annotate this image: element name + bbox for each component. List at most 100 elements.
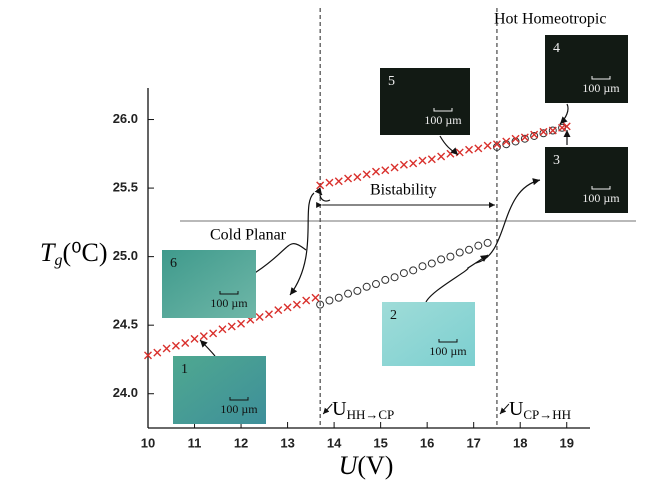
data-point	[325, 178, 334, 187]
x-tick-label: 11	[188, 435, 202, 450]
pointer-arrow	[199, 339, 216, 357]
data-point	[362, 282, 371, 291]
micrograph	[545, 147, 628, 213]
threshold-label: UCP→HH	[509, 398, 571, 422]
x-tick-label: 17	[466, 435, 480, 450]
data-point	[548, 126, 557, 135]
data-point	[371, 280, 380, 289]
x-tick-label: 19	[560, 435, 574, 450]
data-point	[362, 170, 371, 179]
data-point	[181, 339, 190, 347]
data-point	[162, 344, 171, 353]
y-label-symbol: T	[40, 238, 56, 267]
y-tick-label: 25.0	[113, 248, 138, 263]
data-point	[483, 238, 492, 247]
data-point	[274, 306, 283, 315]
data-point	[539, 129, 548, 138]
data-point	[474, 144, 483, 153]
scale-bar	[229, 397, 249, 401]
annotation: Bistability	[370, 182, 437, 199]
micrograph	[162, 250, 256, 318]
threshold-pointer	[322, 403, 333, 415]
data-point	[437, 255, 446, 264]
data-point	[390, 163, 399, 172]
scale-label: 100 µm	[210, 296, 248, 310]
series	[144, 122, 571, 360]
data-point	[153, 348, 162, 357]
data-point	[381, 166, 390, 175]
y-tick-label: 24.0	[113, 385, 138, 400]
data-point	[316, 300, 325, 309]
annotation: Cold Planar	[210, 227, 287, 244]
data-point	[371, 167, 380, 176]
threshold-symbol: U	[332, 398, 347, 420]
micrograph-label: 1	[181, 362, 188, 377]
plot-area: 24.024.525.025.526.010 11 12 13 14 15 16 17 18 19…	[40, 8, 636, 480]
data-point	[218, 325, 227, 334]
x-tick-label: 18	[513, 435, 527, 450]
data-point	[409, 266, 418, 275]
x-label-unit: (V)	[357, 451, 393, 480]
data-point	[418, 156, 427, 165]
y-label-sub: g	[54, 252, 62, 269]
x-tick-label: 12	[234, 435, 248, 450]
data-point	[437, 152, 446, 161]
micrograph	[545, 35, 628, 103]
data-point	[562, 122, 571, 131]
data-point	[390, 273, 399, 282]
threshold-symbol: U	[509, 398, 524, 420]
data-point	[427, 155, 436, 164]
scale-bar	[591, 186, 611, 190]
pointer-arrow	[314, 187, 331, 202]
data-point	[344, 174, 353, 183]
data-point	[144, 351, 152, 360]
data-point	[399, 269, 408, 278]
x-label-symbol: U	[339, 451, 360, 480]
data-point	[190, 334, 199, 343]
threshold-sub: HH→CP	[347, 407, 395, 422]
data-point	[209, 329, 218, 338]
scale-label: 100 µm	[582, 191, 620, 205]
y-label-unit: (⁰C)	[62, 238, 107, 267]
pointer-arrow	[425, 254, 489, 303]
x-tick-label: 15	[373, 435, 387, 450]
micrograph	[173, 356, 266, 424]
x-tick-label: 16	[420, 435, 434, 450]
data-point	[316, 181, 325, 190]
data-point	[530, 131, 539, 140]
data-point	[171, 341, 180, 350]
micrograph-label: 6	[170, 256, 177, 271]
data-point	[502, 137, 511, 146]
pointer-arrow	[475, 178, 541, 264]
data-point	[334, 293, 343, 302]
data-point	[344, 289, 353, 298]
data-point	[465, 145, 474, 154]
data-point	[465, 245, 474, 254]
data-point	[548, 126, 557, 135]
threshold-label: UHH→CP	[332, 398, 394, 422]
micrograph	[382, 302, 475, 366]
scale-label: 100 µm	[220, 402, 258, 416]
x-tick-label: 10	[141, 435, 155, 450]
data-point	[255, 312, 264, 321]
data-point	[302, 296, 311, 305]
micrograph-label: 2	[390, 308, 397, 323]
data-point	[418, 262, 427, 271]
scale-bar	[591, 76, 611, 80]
series	[316, 123, 567, 309]
data-point	[520, 133, 529, 142]
data-point	[283, 303, 292, 312]
pointer-arrow	[559, 103, 569, 125]
data-point	[199, 332, 208, 341]
y-tick-label: 24.5	[113, 317, 138, 332]
data-point	[237, 319, 246, 328]
pointer-arrow	[289, 192, 315, 296]
y-tick-label: 25.5	[113, 180, 138, 195]
data-point	[446, 252, 455, 261]
data-point	[474, 241, 483, 250]
data-point	[227, 322, 236, 331]
x-axis-label: U(V)	[339, 451, 394, 480]
data-point	[520, 134, 529, 143]
